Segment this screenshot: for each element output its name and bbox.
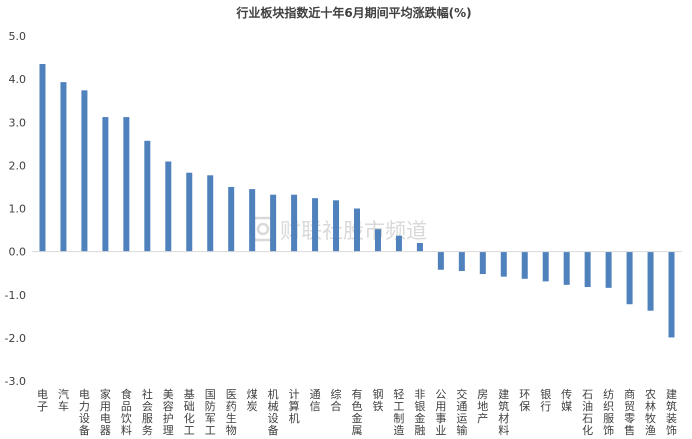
chart-title: 行业板块指数近十年6月期间平均涨跌幅(%) <box>235 5 471 20</box>
watermark: 财联社股市频道 <box>250 216 427 243</box>
x-category-label: 石油石化 <box>582 388 593 437</box>
bar <box>437 251 444 270</box>
bar <box>102 117 109 252</box>
x-category-label: 计算机 <box>289 388 300 425</box>
x-category-label: 交通运输 <box>456 387 467 437</box>
bars-group <box>39 64 675 338</box>
x-category-label: 传媒 <box>561 388 572 413</box>
x-category-label: 电力设备 <box>79 388 90 437</box>
x-category-label: 钢铁 <box>372 388 383 413</box>
bar <box>605 251 612 288</box>
x-category-label: 社会服务 <box>142 387 153 437</box>
x-category-label: 有色金属 <box>352 387 363 437</box>
bar <box>395 235 402 252</box>
x-category-label: 商贸零售 <box>624 387 635 437</box>
y-tick-label: 5.0 <box>9 30 27 43</box>
x-category-label: 银行 <box>540 387 551 413</box>
x-category-label: 食品饮料 <box>121 387 132 437</box>
bar <box>144 140 151 252</box>
watermark-logo-dot <box>256 222 270 236</box>
x-category-label: 国防军工 <box>205 388 216 437</box>
y-axis: 5.0 4.0 3.0 2.0 1.0 0.0 -1.0 -2.0 -3.0 <box>5 30 26 388</box>
x-category-label: 建筑材料 <box>498 387 509 437</box>
y-tick-label: -1.0 <box>5 289 26 302</box>
bar <box>647 251 654 311</box>
x-category-label: 非银金融 <box>414 388 425 437</box>
x-category-label: 综合 <box>331 387 342 413</box>
bar <box>668 251 675 338</box>
x-category-label: 基础化工 <box>184 388 195 437</box>
x-category-label: 美容护理 <box>163 388 174 437</box>
y-tick-label: 3.0 <box>9 116 27 129</box>
bar <box>123 117 130 252</box>
y-tick-label: -2.0 <box>5 332 26 345</box>
bar <box>458 251 465 272</box>
bar <box>354 208 360 252</box>
x-category-label: 通信 <box>310 388 321 413</box>
bar <box>333 200 340 252</box>
x-category-label: 医药生物 <box>226 388 237 437</box>
x-category-label: 家用电器 <box>100 387 111 437</box>
bar <box>228 186 235 252</box>
x-category-label: 煤炭 <box>247 388 258 413</box>
bar <box>416 243 423 252</box>
bar <box>81 90 88 252</box>
y-tick-label: -3.0 <box>5 375 26 388</box>
y-tick-label: 1.0 <box>9 203 27 216</box>
bar <box>186 172 193 252</box>
bar <box>60 82 67 252</box>
bar <box>563 251 570 285</box>
bar <box>479 251 486 275</box>
x-category-label: 汽车 <box>58 387 69 413</box>
bar <box>291 194 298 252</box>
bar <box>500 251 507 277</box>
x-category-label: 环保 <box>519 388 530 413</box>
x-category-label: 轻工制造 <box>393 387 404 437</box>
bar <box>207 175 214 252</box>
x-category-label: 农林牧渔 <box>645 387 656 437</box>
bar <box>542 251 549 282</box>
x-category-label: 电子 <box>37 388 48 413</box>
bar <box>39 64 46 252</box>
bar <box>584 251 591 287</box>
bar <box>249 189 256 252</box>
y-tick-label: 2.0 <box>9 159 27 172</box>
bar <box>165 161 172 252</box>
y-tick-label: 4.0 <box>9 73 27 86</box>
x-category-label: 房地产 <box>477 388 488 425</box>
x-category-label: 纺织服饰 <box>603 387 614 437</box>
x-category-label: 公用事业 <box>435 388 446 437</box>
x-category-label: 建筑装饰 <box>666 387 677 437</box>
bar <box>312 198 319 252</box>
bar <box>374 229 381 252</box>
bar <box>270 194 277 252</box>
bar <box>521 251 528 279</box>
watermark-text: 财联社股市频道 <box>280 219 427 243</box>
bar <box>626 251 633 305</box>
x-category-label: 机械设备 <box>268 387 279 437</box>
y-tick-label: 0.0 <box>9 246 27 259</box>
category-labels: 电子汽车电力设备家用电器食品饮料社会服务美容护理基础化工国防军工医药生物煤炭机械… <box>37 387 677 437</box>
